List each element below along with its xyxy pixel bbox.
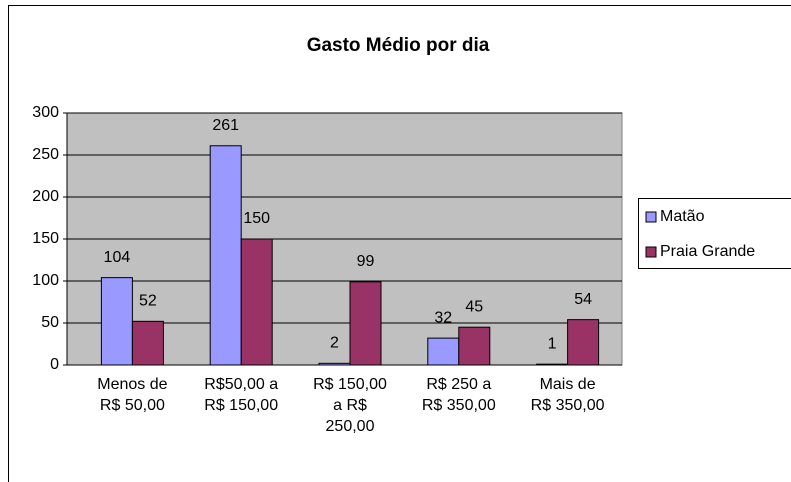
x-tick-label: Menos de R$ 50,00 <box>97 376 168 414</box>
bar <box>240 238 273 366</box>
y-tick-label: 250 <box>32 146 59 163</box>
data-label: 1 <box>548 335 557 352</box>
y-tick-label: 150 <box>32 230 59 247</box>
y-tick-label: 50 <box>41 314 59 331</box>
bar <box>318 362 351 366</box>
bar <box>536 363 569 366</box>
data-label: 2 <box>330 335 339 352</box>
data-label: 150 <box>243 210 270 227</box>
chart-title: Gasto Médio por dia <box>307 35 490 56</box>
legend-label: Matão <box>660 208 705 225</box>
data-label: 52 <box>139 293 157 310</box>
y-tick-label: 300 <box>32 104 59 121</box>
data-label: 32 <box>434 309 452 326</box>
legend-swatch <box>645 211 657 223</box>
data-label: 261 <box>212 117 239 134</box>
bar <box>100 277 133 366</box>
data-label: 54 <box>574 291 592 308</box>
y-tick-label: 0 <box>50 356 59 373</box>
y-tick-label: 200 <box>32 188 59 205</box>
legend-label: Praia Grande <box>660 243 755 260</box>
bar <box>427 337 460 366</box>
x-tick-label: R$50,00 a R$ 150,00 <box>204 376 279 414</box>
x-tick-label: R$ 150,00 a R$ 250,00 <box>313 376 387 435</box>
x-tick-label: Mais de R$ 350,00 <box>530 376 605 414</box>
bar <box>131 320 164 366</box>
legend-swatch <box>645 246 657 258</box>
data-label: 99 <box>357 253 375 270</box>
data-label: 104 <box>104 249 131 266</box>
x-tick-label: R$ 250 a R$ 350,00 <box>421 376 496 414</box>
legend <box>638 198 791 269</box>
bar <box>349 281 382 366</box>
bar <box>458 326 491 366</box>
bar <box>209 145 242 366</box>
data-label: 45 <box>465 298 483 315</box>
y-tick-label: 100 <box>32 272 59 289</box>
bar <box>567 319 600 366</box>
